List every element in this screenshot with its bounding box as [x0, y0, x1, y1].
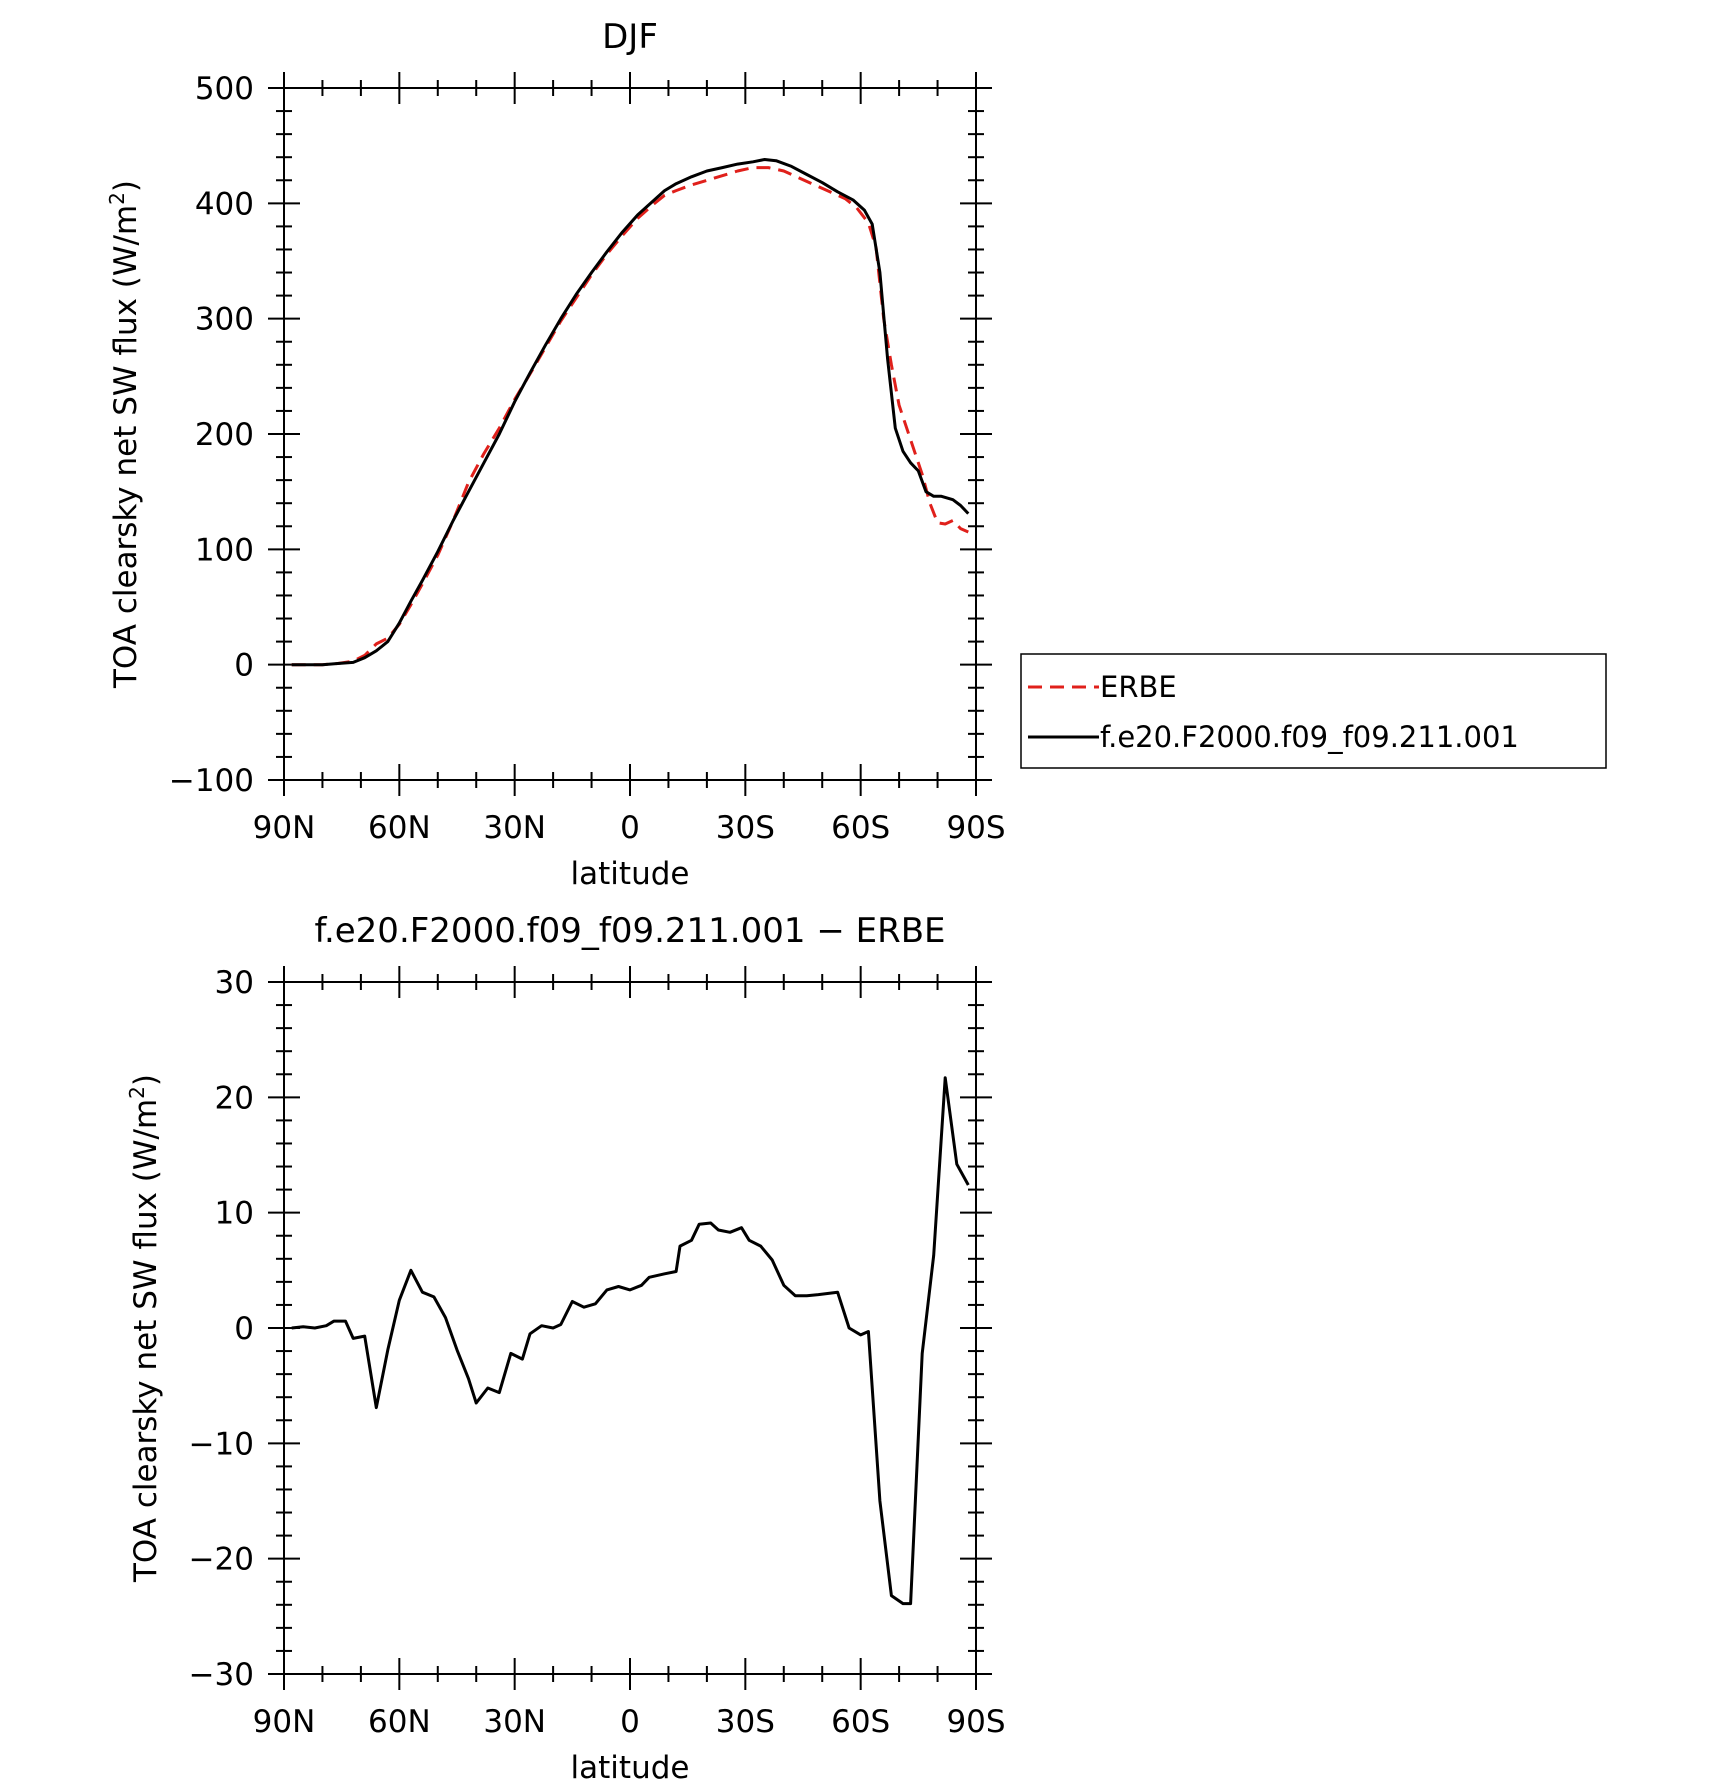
bottom-panel-difference: f.e20.F2000.f09_f09.211.001 − ERBE −30 −20… — [125, 911, 1006, 1786]
chart-1-xlabel: latitude — [571, 1750, 690, 1786]
chart-0-xtick-label: 60S — [831, 810, 890, 846]
chart-1-xtick-label: 60S — [831, 1704, 890, 1740]
chart-0-xtick-label: 90S — [946, 810, 1005, 846]
chart-0-xtick-label: 0 — [620, 810, 640, 846]
chart-0-ytick-label: 500 — [195, 71, 254, 107]
chart-0-ylabel-main: TOA clearsky net SW flux (W/m — [108, 205, 144, 689]
chart-1-series-difference — [291, 1076, 970, 1606]
chart-0-ytick-label: 300 — [195, 302, 254, 338]
chart-1-ytick-label: −20 — [189, 1542, 254, 1578]
chart-1-ylabel: TOA clearsky net SW flux (W/m2) — [125, 1074, 164, 1583]
legend-box — [1020, 653, 1607, 769]
chart-1-ytick-label: 20 — [215, 1080, 254, 1116]
chart-0-ytick-label: 100 — [195, 532, 254, 568]
chart-0-ylabel-close: ) — [108, 180, 144, 192]
chart-1-ylabel-superscript: 2 — [125, 1086, 149, 1099]
chart-1-xtick-label: 90N — [253, 1704, 316, 1740]
chart-1-ytick-label: −30 — [189, 1657, 254, 1693]
chart-0-xlabel: latitude — [571, 856, 690, 892]
chart-0-xtick-label: 30N — [483, 810, 546, 846]
chart-1-xtick-label: 0 — [620, 1704, 640, 1740]
chart-1-plot-frame — [283, 981, 977, 1675]
chart-0-series-f-e20-f2000-f09-f09-211-001 — [291, 158, 970, 667]
legend-label-model: f.e20.F2000.f09_f09.211.001 — [1100, 720, 1519, 754]
chart-0-ytick-label: −100 — [169, 763, 254, 799]
chart-1-ytick-label: 30 — [215, 965, 254, 1001]
chart-0-plot-frame — [283, 87, 977, 781]
chart-1-ylabel-main: TOA clearsky net SW flux (W/m — [128, 1099, 164, 1583]
chart-1-ytick-label: −10 — [189, 1426, 254, 1462]
chart-0-ytick-label: 0 — [234, 648, 254, 684]
chart-1-xtick-label: 30N — [483, 1704, 546, 1740]
legend: ERBE f.e20.F2000.f09_f09.211.001 — [1020, 653, 1607, 769]
chart-0-title: DJF — [602, 17, 658, 57]
chart-0-xtick-label: 30S — [716, 810, 775, 846]
chart-1-xtick-label: 90S — [946, 1704, 1005, 1740]
chart-1-title: f.e20.F2000.f09_f09.211.001 − ERBE — [314, 911, 945, 951]
chart-0-ylabel: TOA clearsky net SW flux (W/m2) — [105, 180, 144, 689]
chart-0-xtick-label: 60N — [368, 810, 431, 846]
legend-label-erbe: ERBE — [1100, 670, 1177, 704]
chart-1-xtick-label: 30S — [716, 1704, 775, 1740]
chart-1-ytick-label: 0 — [234, 1311, 254, 1347]
chart-0-ytick-label: 400 — [195, 186, 254, 222]
chart-0-ytick-label: 200 — [195, 417, 254, 453]
chart-0-xtick-label: 90N — [253, 810, 316, 846]
chart-1-ylabel-close: ) — [128, 1074, 164, 1086]
chart-1-ytick-label: 10 — [215, 1196, 254, 1232]
top-panel-climatology: DJF −100 0 100 200 300 400 500 90N 60N 30N 0 30S 60S 9… — [105, 17, 1006, 892]
chart-1-xtick-label: 60N — [368, 1704, 431, 1740]
chart-0-series-erbe — [291, 166, 969, 667]
chart-0-ylabel-superscript: 2 — [105, 192, 129, 205]
